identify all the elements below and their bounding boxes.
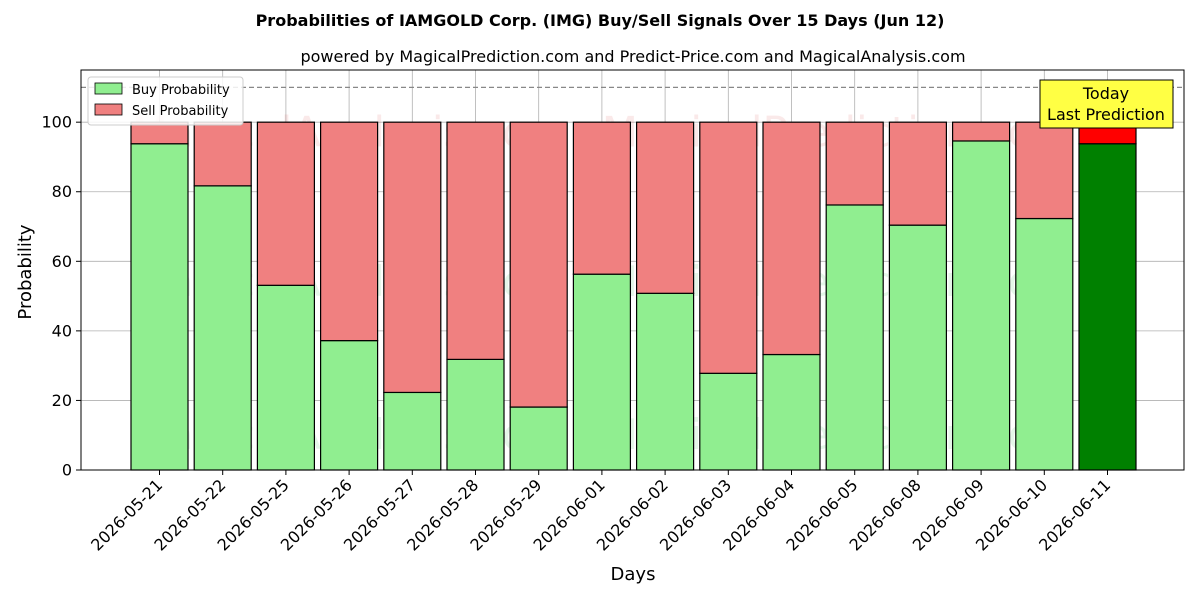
- bar-buy: [762, 353, 821, 471]
- bar-sell: [383, 121, 442, 394]
- bar-buy: [951, 140, 1011, 471]
- legend-label-sell: Sell Probability: [132, 104, 229, 119]
- bar-sell: [446, 121, 505, 360]
- bar-sell: [509, 121, 568, 408]
- bar-sell: [699, 121, 758, 374]
- today-annotation: Today Last Prediction: [1039, 79, 1174, 129]
- x-axis-ticks: 2026-05-212026-05-222026-05-252026-05-26…: [87, 470, 1114, 555]
- legend-label-buy: Buy Probability: [132, 83, 230, 98]
- bar-buy: [383, 391, 442, 471]
- bar-sell: [1015, 121, 1074, 220]
- bar-buy: [1078, 143, 1137, 471]
- bar-buy: [888, 224, 948, 471]
- annotation-line-1: Today: [1082, 84, 1129, 103]
- bar-buy: [256, 284, 315, 471]
- plot-area: [80, 69, 1185, 471]
- legend-swatch-sell: [94, 103, 123, 116]
- y-tick-label: 20: [52, 391, 72, 410]
- bar-buy: [320, 340, 379, 471]
- bars: [130, 121, 1137, 471]
- bar-sell: [320, 121, 379, 342]
- bar-sell: [762, 121, 821, 356]
- bar-buy: [825, 204, 884, 471]
- bar-buy: [446, 358, 505, 471]
- y-tick-label: 40: [52, 321, 72, 340]
- bar-buy: [193, 185, 252, 471]
- bar-sell: [635, 121, 695, 294]
- bar-buy: [699, 372, 758, 471]
- legend-box: [87, 76, 244, 126]
- y-axis-ticks: 0 20 40 60 80 100: [41, 113, 81, 480]
- bar-sell: [193, 121, 252, 187]
- bar-buy: [130, 143, 189, 471]
- bar-sell: [951, 121, 1011, 142]
- y-tick-label: 80: [52, 182, 72, 201]
- bar-buy: [572, 273, 632, 471]
- legend: Buy Probability Sell Probability: [87, 76, 244, 126]
- bar-buy: [509, 406, 568, 471]
- bar-sell: [888, 121, 948, 226]
- y-tick-label: 0: [62, 461, 72, 480]
- y-axis-label: Probability: [15, 224, 36, 319]
- bar-sell: [825, 121, 884, 206]
- x-axis-label: Days: [611, 564, 656, 585]
- y-tick-label: 100: [41, 113, 72, 132]
- bar-buy: [635, 292, 695, 471]
- chart-title: Probabilities of IAMGOLD Corp. (IMG) Buy…: [256, 11, 945, 30]
- annotation-box: [1039, 79, 1174, 129]
- chart-subtitle: powered by MagicalPrediction.com and Pre…: [300, 47, 965, 66]
- bar-sell: [256, 121, 315, 286]
- legend-swatch-buy: [94, 82, 123, 95]
- y-tick-label: 60: [52, 252, 72, 271]
- bar-buy: [1015, 217, 1074, 471]
- bar-sell: [572, 121, 632, 275]
- annotation-line-2: Last Prediction: [1047, 105, 1165, 124]
